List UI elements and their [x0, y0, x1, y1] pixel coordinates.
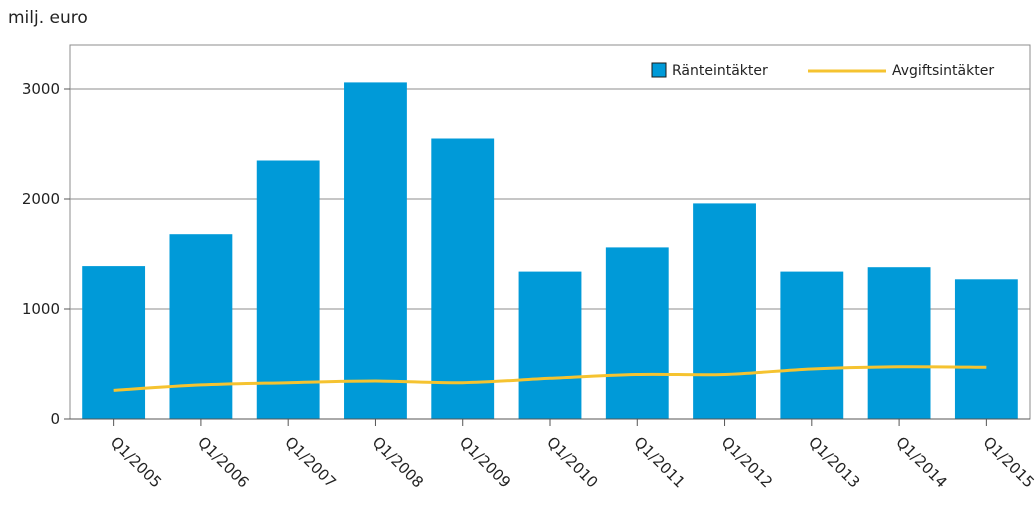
bar	[256, 160, 320, 419]
bar	[344, 82, 407, 420]
x-tick-label: Q1/2008	[369, 433, 427, 491]
x-tick-label: Q1/2007	[281, 433, 339, 491]
line-path	[113, 365, 987, 392]
bar	[169, 234, 233, 419]
legend-label-line: Avgiftsintäkter	[892, 63, 994, 79]
y-tick-label: 0	[50, 410, 60, 428]
legend-swatch-bar	[651, 62, 667, 78]
line-series	[113, 365, 987, 392]
bar	[954, 279, 1018, 419]
y-axis-unit-label: milj. euro	[8, 8, 88, 28]
x-tick-label: Q1/2012	[718, 433, 776, 491]
x-tick-label: Q1/2014	[892, 433, 950, 491]
legend-label-bar: Ränteintäkter	[672, 63, 768, 79]
x-tick-label: Q1/2009	[456, 433, 514, 491]
x-tick-label: Q1/2006	[194, 433, 252, 491]
x-tick-label: Q1/2005	[107, 433, 165, 491]
y-axis-ticks: 0 1000 2000 3000	[22, 80, 70, 428]
legend: Ränteintäkter Avgiftsintäkter	[651, 62, 994, 79]
x-axis-ticks: Q1/2005 Q1/2006 Q1/2007 Q1/2008 Q1/2009 Q1/20…	[107, 419, 1035, 491]
bar	[780, 271, 844, 419]
bar	[82, 266, 146, 419]
bar	[431, 138, 495, 419]
bar	[867, 267, 931, 419]
bar	[605, 247, 669, 419]
x-tick-label: Q1/2013	[805, 433, 863, 491]
x-tick-label: Q1/2010	[543, 433, 601, 491]
bar-series	[82, 82, 1018, 420]
y-tick-label: 1000	[22, 300, 60, 318]
y-tick-label: 2000	[22, 190, 60, 208]
y-tick-label: 3000	[22, 80, 60, 98]
x-tick-label: Q1/2011	[630, 433, 688, 491]
bar	[693, 203, 756, 419]
x-tick-label: Q1/2015	[980, 433, 1035, 491]
bar	[518, 271, 582, 419]
